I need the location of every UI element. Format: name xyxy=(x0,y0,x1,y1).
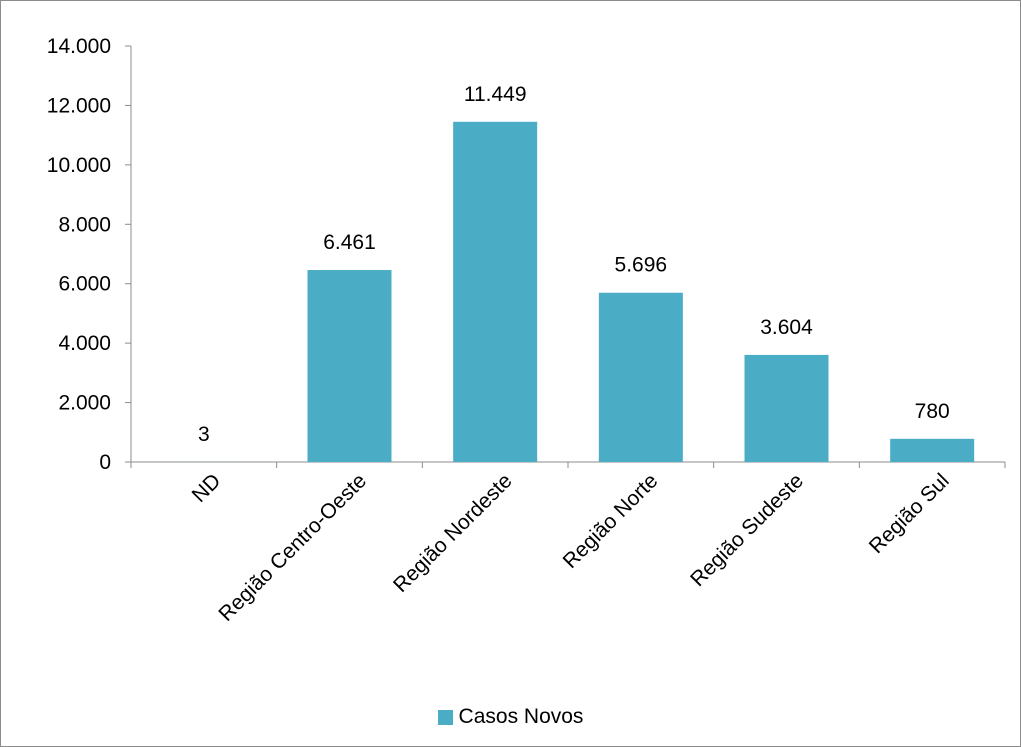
bar xyxy=(307,270,392,462)
data-label: 5.696 xyxy=(615,254,668,277)
x-tick-label: ND xyxy=(188,469,226,507)
bars xyxy=(161,121,975,462)
x-axis xyxy=(130,461,1006,468)
legend-swatch xyxy=(437,709,453,725)
y-axis: 0 2.000 4.000 6.000 8.000 10.000 12.000 14.000 xyxy=(47,35,132,474)
bar-chart: 02.0004.0006.0008.00010.00012.00014.000 … xyxy=(47,35,1006,626)
y-tick-label: 12.000 xyxy=(47,94,111,117)
x-tick-label: Região Sudeste xyxy=(686,469,808,591)
y-tick-label: 10.000 xyxy=(47,154,111,177)
y-tick-label: 8.000 xyxy=(58,213,111,236)
legend-label: Casos Novos xyxy=(458,705,584,728)
x-tick-label: Região Nordeste xyxy=(389,469,517,597)
y-tick-label: 14.000 xyxy=(47,35,111,58)
data-labels: 3 6.461 11.449 5.696 3.604 780 xyxy=(198,83,950,446)
x-tick-label: Região Sul xyxy=(865,469,954,558)
legend: Casos Novos xyxy=(0,705,1021,729)
data-label: 3.604 xyxy=(760,316,813,339)
y-tick-label: 0 xyxy=(99,451,111,474)
y-tick-label: 6.000 xyxy=(58,273,111,296)
data-label: 780 xyxy=(915,400,950,423)
bar xyxy=(598,292,683,462)
bar xyxy=(744,354,829,462)
data-label: 3 xyxy=(198,423,210,446)
data-label: 11.449 xyxy=(464,83,527,106)
x-tick-label: Região Centro-Oeste xyxy=(214,469,371,626)
y-tick-label: 2.000 xyxy=(58,392,111,415)
y-tick-label: 4.000 xyxy=(58,332,111,355)
x-tick-label: Região Norte xyxy=(559,469,663,573)
bar xyxy=(890,438,975,462)
data-label: 6.461 xyxy=(323,231,376,254)
bar xyxy=(453,121,538,462)
